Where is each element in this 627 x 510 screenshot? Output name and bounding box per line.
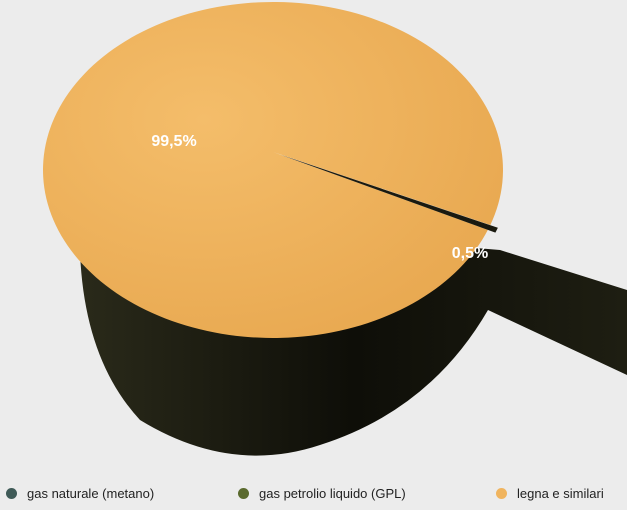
legend-label-gpl: gas petrolio liquido (GPL) bbox=[259, 486, 406, 501]
legend-item-gpl: gas petrolio liquido (GPL) bbox=[238, 486, 406, 501]
legend-marker-gpl bbox=[238, 488, 249, 499]
legend: gas naturale (metano) gas petrolio liqui… bbox=[0, 486, 627, 510]
legend-item-legna: legna e similari bbox=[496, 486, 604, 501]
pie-label-legna-e-similari: 99,5% bbox=[151, 133, 196, 150]
pie-slice-gpl bbox=[280, 154, 498, 233]
pie-label-gpl: 0,5% bbox=[452, 245, 488, 262]
legend-label-metano: gas naturale (metano) bbox=[27, 486, 155, 501]
legend-item-metano: gas naturale (metano) bbox=[6, 486, 154, 501]
legend-marker-metano bbox=[6, 488, 17, 499]
pie-slice-legna-e-similari bbox=[42, 2, 503, 339]
legend-marker-legna bbox=[496, 488, 507, 499]
legend-label-legna: legna e similari bbox=[517, 486, 604, 501]
